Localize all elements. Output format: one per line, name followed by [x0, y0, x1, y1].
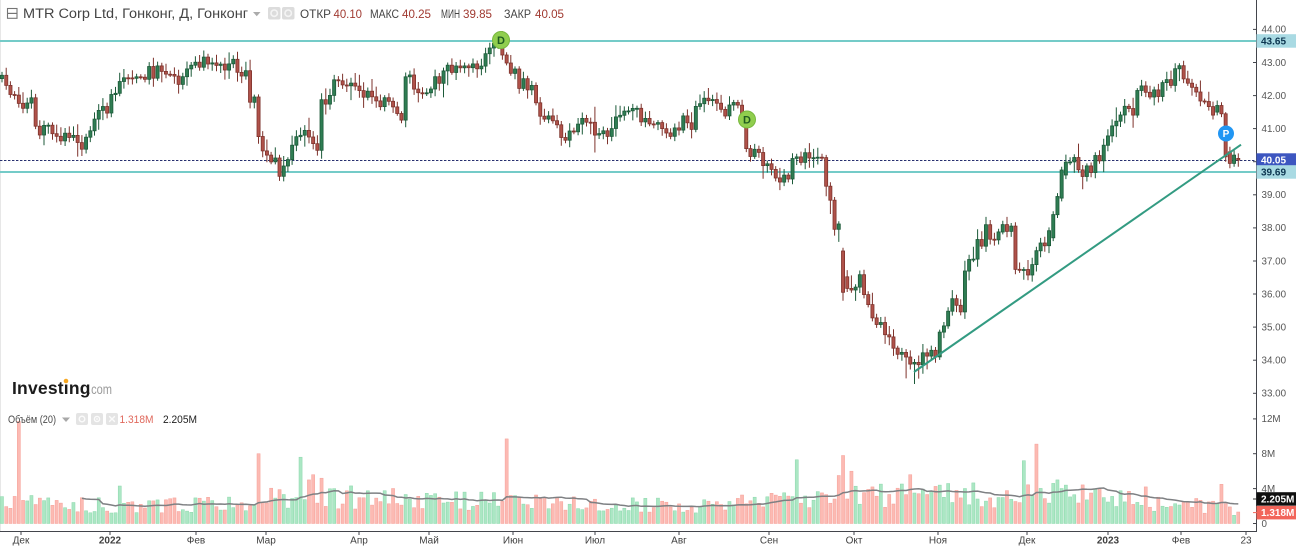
svg-text:43.00: 43.00 — [1262, 58, 1287, 69]
svg-text:23: 23 — [1240, 536, 1252, 547]
svg-text:12M: 12M — [1262, 414, 1281, 425]
svg-text:Фев: Фев — [1172, 536, 1190, 547]
svg-text:Мар: Мар — [256, 536, 276, 547]
svg-text:34.00: 34.00 — [1262, 356, 1287, 367]
svg-text:2.205M: 2.205M — [163, 414, 197, 426]
svg-text:Ноя: Ноя — [929, 536, 947, 547]
svg-text:44.00: 44.00 — [1262, 25, 1287, 36]
svg-text:2.205M: 2.205M — [1261, 495, 1294, 506]
svg-text:39.85: 39.85 — [463, 9, 492, 21]
svg-text:33.00: 33.00 — [1262, 389, 1287, 400]
svg-text:Окт: Окт — [846, 536, 863, 547]
svg-text:8M: 8M — [1262, 449, 1276, 460]
svg-text:37.00: 37.00 — [1262, 256, 1287, 267]
svg-text:41.00: 41.00 — [1262, 124, 1287, 135]
svg-text:40.05: 40.05 — [1261, 156, 1286, 167]
svg-text:Фев: Фев — [187, 536, 205, 547]
svg-text:ЗАКР: ЗАКР — [504, 9, 531, 21]
svg-text:Апр: Апр — [350, 536, 368, 547]
svg-text:35.00: 35.00 — [1262, 322, 1287, 333]
svg-text:1.318M: 1.318M — [120, 414, 154, 426]
svg-text:0: 0 — [1262, 519, 1268, 530]
svg-text:.com: .com — [88, 381, 112, 397]
svg-text:Сен: Сен — [760, 536, 778, 547]
svg-text:40.10: 40.10 — [334, 9, 363, 21]
svg-text:38.00: 38.00 — [1262, 223, 1287, 234]
svg-text:Investing: Investing — [12, 378, 91, 398]
svg-text:Дек: Дек — [1019, 536, 1036, 547]
svg-text:40.05: 40.05 — [535, 9, 564, 21]
svg-text:39.69: 39.69 — [1261, 168, 1286, 179]
svg-text:Июл: Июл — [585, 536, 605, 547]
svg-text:1.318M: 1.318M — [1261, 508, 1294, 519]
svg-text:36.00: 36.00 — [1262, 289, 1287, 300]
svg-text:МАКС: МАКС — [370, 9, 399, 21]
svg-text:D: D — [497, 35, 505, 47]
svg-text:ОТКР: ОТКР — [300, 9, 331, 21]
svg-text:P: P — [1223, 129, 1230, 140]
svg-text:D: D — [743, 114, 751, 126]
svg-text:Июн: Июн — [503, 536, 523, 547]
svg-text:43.65: 43.65 — [1261, 37, 1286, 48]
svg-text:Объём (20): Объём (20) — [8, 414, 56, 426]
svg-text:МИН: МИН — [441, 9, 460, 21]
svg-text:Дек: Дек — [13, 536, 30, 547]
svg-text:2022: 2022 — [99, 536, 122, 547]
svg-text:39.00: 39.00 — [1262, 190, 1287, 201]
svg-text:Авг: Авг — [671, 536, 687, 547]
svg-text:MTR Corp Ltd, Гонконг, Д, Гонк: MTR Corp Ltd, Гонконг, Д, Гонконг — [23, 6, 248, 21]
svg-text:42.00: 42.00 — [1262, 91, 1287, 102]
svg-text:Май: Май — [419, 536, 439, 547]
svg-text:2023: 2023 — [1097, 536, 1120, 547]
svg-text:40.25: 40.25 — [402, 9, 431, 21]
